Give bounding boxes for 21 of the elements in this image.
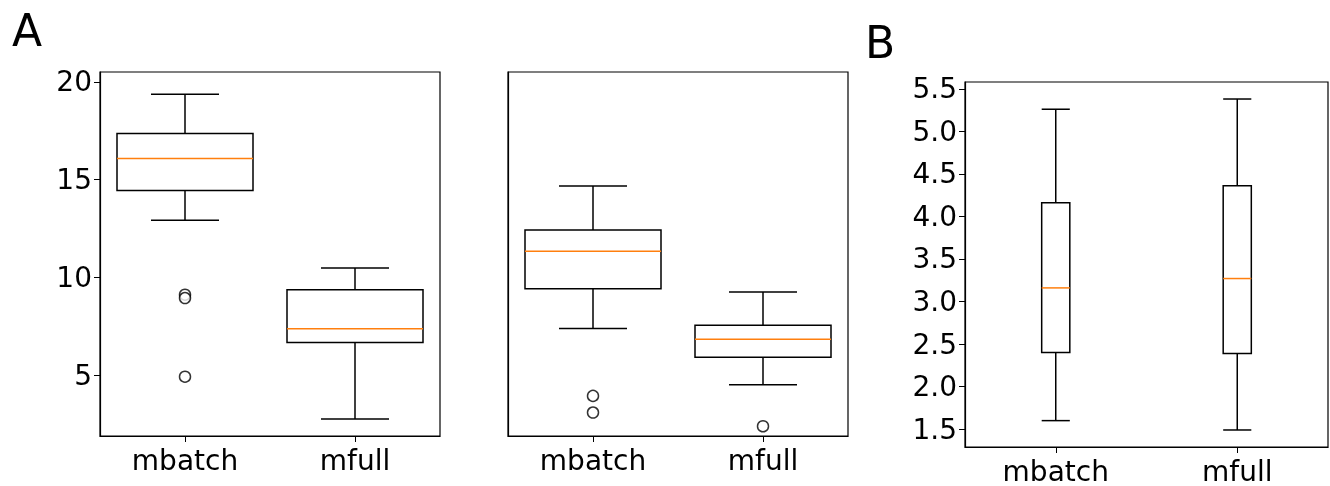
- y-tick-label: 2.5: [912, 327, 957, 361]
- y-tick-label: 5: [74, 358, 92, 392]
- y-tick-label: 15: [56, 163, 92, 197]
- x-tick-label: mbatch: [539, 443, 647, 477]
- x-tick-label: mfull: [319, 443, 391, 477]
- x-tick-label: mfull: [727, 443, 799, 477]
- x-tick-label: mbatch: [131, 443, 239, 477]
- text: A: [12, 4, 43, 56]
- x-tick-label: mbatch: [1002, 454, 1109, 486]
- y-tick-label: 1.5: [912, 412, 957, 446]
- y-tick-label: 10: [56, 260, 92, 294]
- y-tick-label: 3.5: [912, 242, 957, 276]
- y-tick-label: 5.0: [912, 114, 957, 148]
- y-tick-label: 2.0: [912, 370, 957, 404]
- y-tick-label: 4.5: [912, 157, 957, 191]
- y-tick-label: 5.5: [912, 72, 957, 106]
- y-tick-label: 20: [56, 65, 92, 99]
- y-tick-label: 4.0: [912, 199, 957, 233]
- x-tick-label: mfull: [1202, 454, 1273, 486]
- y-tick-label: 3.0: [912, 285, 957, 319]
- text: B: [865, 16, 896, 68]
